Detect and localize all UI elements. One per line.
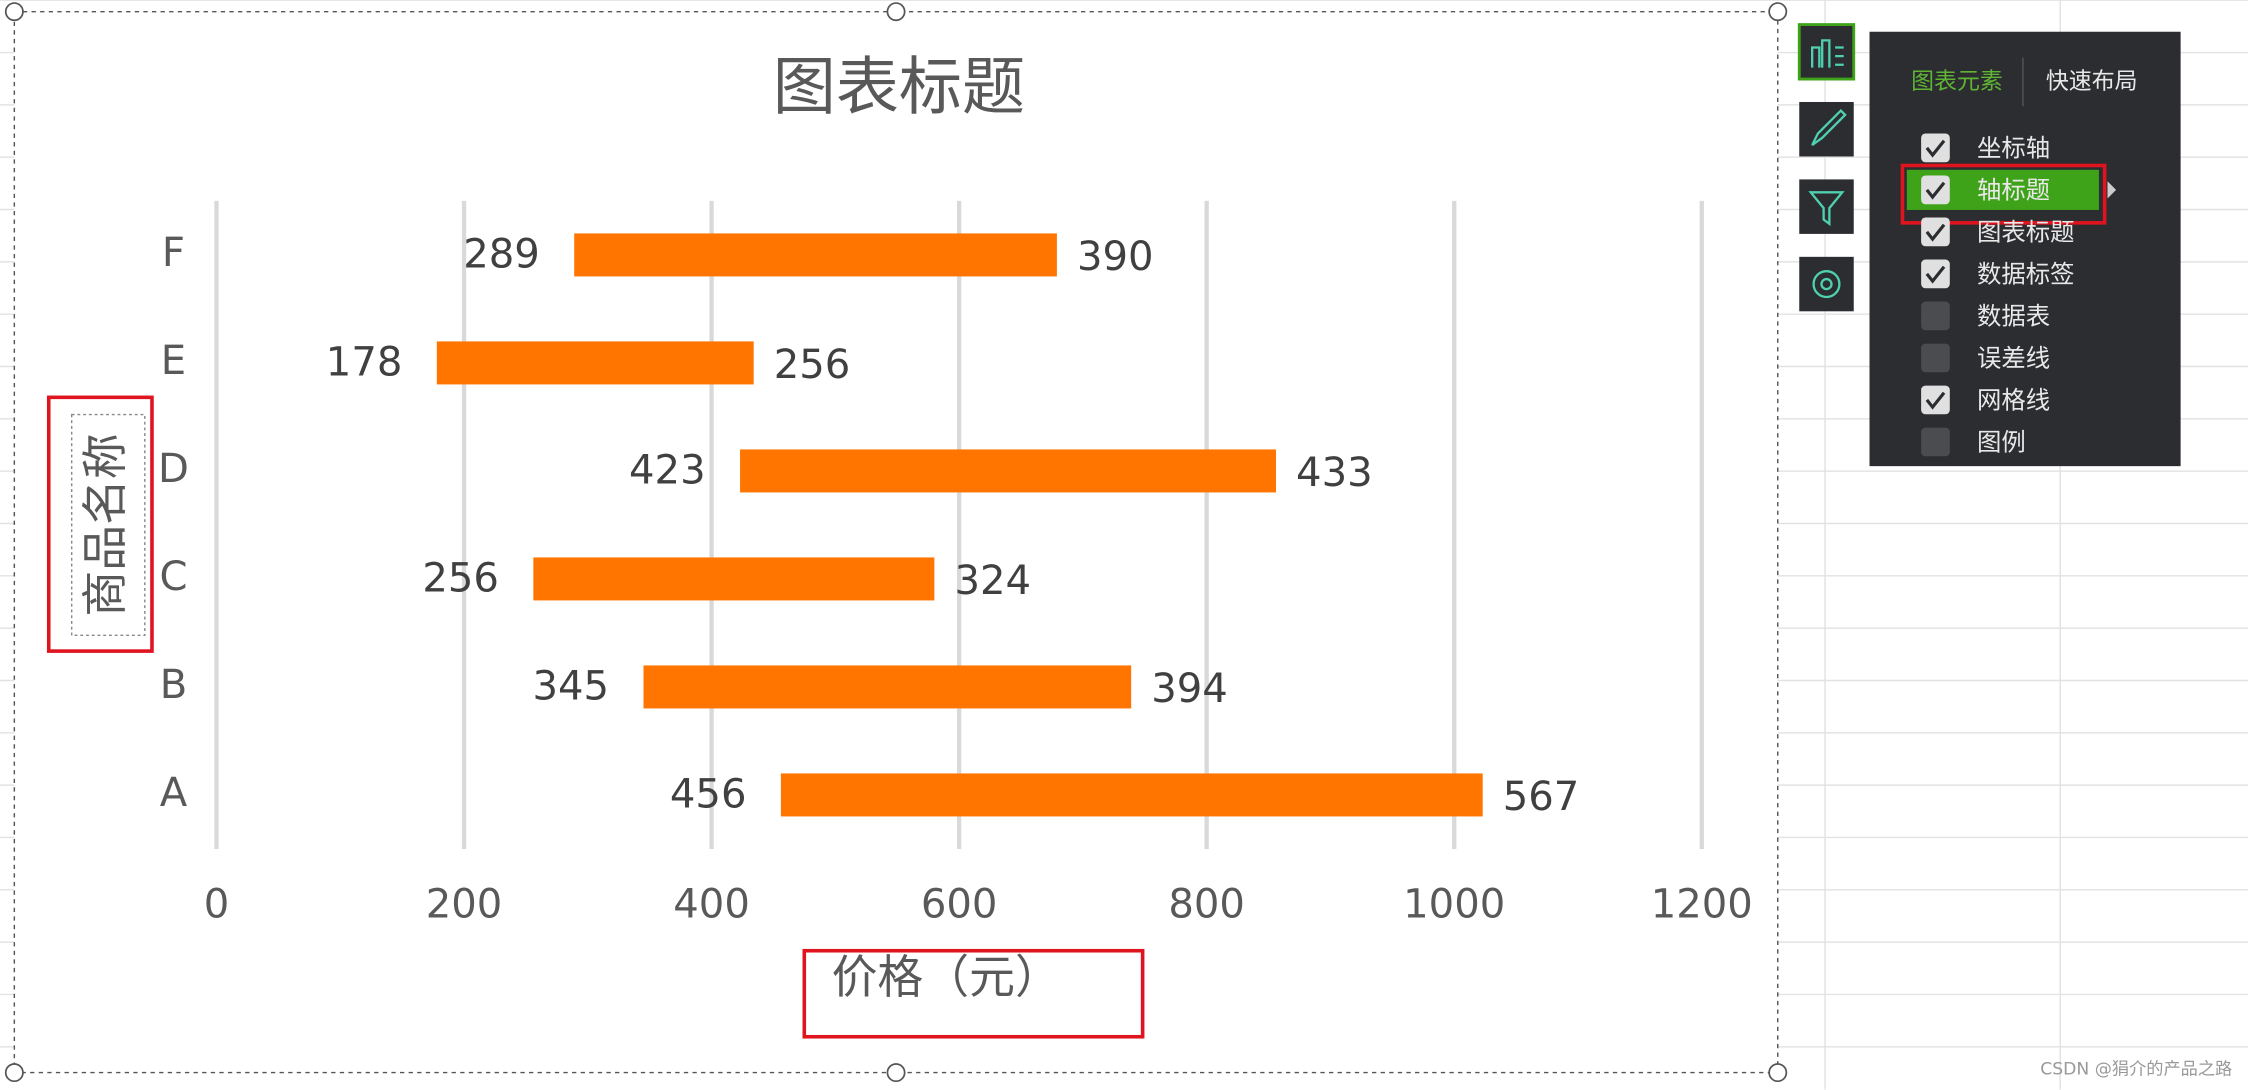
value-label: 567	[1503, 774, 1580, 820]
y-tick-label: F	[162, 230, 185, 276]
side-buttons	[1797, 23, 1856, 312]
value-label: 256	[774, 342, 851, 388]
item-label[interactable]: 网格线	[1977, 385, 2050, 414]
value-label: 390	[1077, 234, 1154, 280]
x-tick-label: 0	[204, 881, 230, 927]
bar[interactable]	[643, 665, 1132, 709]
item-label[interactable]: 坐标轴	[1977, 133, 2050, 162]
checkbox[interactable]	[1921, 385, 1950, 415]
item-label[interactable]: 轴标题	[1977, 175, 2050, 204]
checkmark	[1925, 391, 1946, 410]
checkbox[interactable]	[1921, 133, 1950, 163]
chart-elements-button[interactable]	[1797, 23, 1856, 81]
bar[interactable]	[740, 449, 1276, 493]
y-tick-label: C	[159, 554, 187, 600]
value-label: 345	[533, 663, 610, 709]
panel-tab[interactable]: 图表元素	[1911, 68, 2003, 94]
x-tick-label: 200	[426, 881, 503, 927]
x-axis-title[interactable]: 价格（元）	[832, 950, 1061, 1004]
y-tick-label: A	[160, 770, 188, 816]
checkbox[interactable]	[1921, 427, 1950, 457]
checkbox[interactable]	[1921, 217, 1950, 247]
checkbox[interactable]	[1921, 343, 1950, 373]
checkmark	[1925, 223, 1946, 242]
settings-button[interactable]	[1799, 256, 1854, 312]
bar[interactable]	[780, 773, 1483, 817]
chart-area[interactable]	[13, 10, 1779, 1074]
checkmark	[1925, 139, 1946, 158]
checkbox[interactable]	[1921, 301, 1950, 331]
item-label[interactable]: 图表标题	[1977, 217, 2074, 246]
x-tick-label: 400	[673, 881, 750, 927]
y-axis-title[interactable]: 商品名称	[78, 433, 132, 616]
x-tick-label: 1000	[1403, 881, 1505, 927]
watermark: CSDN @狷介的产品之路	[2040, 1060, 2232, 1080]
submenu-arrow	[2107, 181, 2117, 199]
panel-tab[interactable]: 快速布局	[2046, 68, 2138, 94]
y-tick-label: E	[161, 338, 186, 384]
value-label: 394	[1151, 666, 1228, 712]
handles	[4, 2, 1788, 1083]
y-tick-label: D	[158, 446, 189, 492]
bar[interactable]	[533, 557, 935, 601]
item-label[interactable]: 数据表	[1977, 301, 2050, 330]
highlight-box	[46, 395, 154, 653]
item-label[interactable]: 图例	[1977, 427, 2026, 456]
item-label[interactable]: 误差线	[1977, 343, 2050, 372]
filter-button[interactable]	[1799, 179, 1854, 234]
value-label: 178	[326, 339, 403, 385]
selection-box	[70, 413, 146, 637]
checkbox[interactable]	[1921, 259, 1950, 289]
value-label: 423	[629, 447, 706, 493]
bar[interactable]	[436, 341, 754, 385]
x-tick-label: 600	[921, 881, 998, 927]
style-button[interactable]	[1799, 101, 1854, 157]
highlight-box	[802, 948, 1145, 1039]
checkmark	[1925, 265, 1946, 284]
chart-title[interactable]: 图表标题	[773, 49, 1025, 123]
item-label[interactable]: 数据标签	[1977, 259, 2074, 288]
value-label: 433	[1296, 450, 1373, 496]
highlight-box	[1900, 163, 2107, 225]
checkmark	[1925, 181, 1946, 200]
x-tick-label: 1200	[1651, 881, 1753, 927]
x-tick-label: 800	[1168, 881, 1245, 927]
checkbox[interactable]	[1921, 175, 1950, 205]
y-tick-label: B	[160, 662, 188, 708]
value-label: 256	[422, 555, 499, 601]
value-label: 289	[463, 231, 540, 277]
value-label: 324	[954, 558, 1031, 604]
plot: 0 200 400 600 800 1000 1200 A 456 567 B 345 394 C 256 3…	[158, 200, 1753, 927]
value-label: 456	[670, 771, 747, 817]
bar[interactable]	[574, 233, 1057, 277]
